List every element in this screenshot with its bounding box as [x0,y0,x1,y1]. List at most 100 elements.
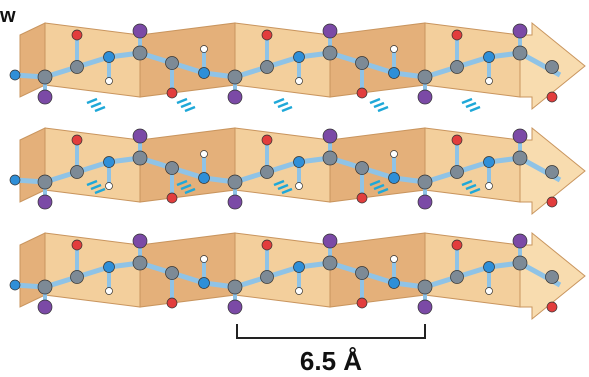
carbonyl-carbon [546,271,559,284]
hydrogen-bond [177,99,187,103]
oxygen [72,30,82,40]
pleat-panel [20,23,45,97]
hydrogen [296,288,303,295]
hydrogen-bond [374,103,384,107]
nitrogen [10,280,20,290]
hydrogen-bond [466,103,476,107]
carbonyl-carbon [261,61,274,74]
nitrogen [484,157,495,168]
oxygen [547,92,557,102]
hydrogen [106,288,113,295]
alpha-carbon [418,280,432,294]
oxygen [547,302,557,312]
alpha-carbon [228,70,242,84]
scale-label: 6.5 Å [300,346,362,376]
nitrogen [484,262,495,273]
pleat-panel [20,233,45,307]
nitrogen [294,262,305,273]
side-chain [38,90,52,104]
alpha-carbon [513,46,527,60]
alpha-carbon [38,280,52,294]
hydrogen [391,46,398,53]
carbonyl-carbon [451,61,464,74]
nitrogen [294,52,305,63]
strand [10,23,585,109]
carbonyl-carbon [356,267,369,280]
hydrogen-bond [181,103,191,107]
hydrogen-bond [278,103,288,107]
hydrogen-bond [370,99,380,103]
nitrogen [199,278,210,289]
carbonyl-carbon [356,57,369,70]
corner-label: w [0,5,16,27]
side-chain [418,195,432,209]
nitrogen [104,262,115,273]
hydrogen [296,183,303,190]
hydrogen-bond [462,99,472,103]
side-chain [38,300,52,314]
nitrogen [104,52,115,63]
beta-sheet-diagram: w 6.5 Å [0,0,589,377]
oxygen [262,240,272,250]
carbonyl-carbon [166,57,179,70]
carbonyl-carbon [261,166,274,179]
nitrogen [199,68,210,79]
hydrogen [106,183,113,190]
carbonyl-carbon [166,162,179,175]
oxygen [72,135,82,145]
pleat-panel [20,128,45,202]
alpha-carbon [133,151,147,165]
oxygen [167,193,177,203]
alpha-carbon [323,151,337,165]
carbonyl-carbon [451,271,464,284]
oxygen [72,240,82,250]
carbonyl-carbon [261,271,274,284]
nitrogen [199,173,210,184]
side-chain [418,300,432,314]
alpha-carbon [38,175,52,189]
scale-bracket [237,324,425,339]
hydrogen [201,256,208,263]
oxygen [452,30,462,40]
hydrogen [201,151,208,158]
hydrogen-bond [378,107,388,111]
alpha-carbon [418,175,432,189]
alpha-carbon [513,256,527,270]
alpha-carbon [323,256,337,270]
side-chain [133,234,147,248]
side-chain [38,195,52,209]
hydrogen-bond [95,107,105,111]
oxygen [262,135,272,145]
hydrogen [391,256,398,263]
side-chain [513,24,527,38]
side-chain [133,24,147,38]
hydrogen-bond [91,103,101,107]
side-chain [228,300,242,314]
oxygen [452,135,462,145]
hydrogen [486,78,493,85]
hydrogen-bond [87,99,97,103]
hydrogen-bond [274,99,284,103]
carbonyl-carbon [71,61,84,74]
hydrogen [486,183,493,190]
alpha-carbon [513,151,527,165]
nitrogen [389,278,400,289]
nitrogen [104,157,115,168]
side-chain [323,24,337,38]
oxygen [547,197,557,207]
hydrogen [391,151,398,158]
side-chain [323,234,337,248]
nitrogen [389,173,400,184]
alpha-carbon [133,256,147,270]
side-chain [513,129,527,143]
nitrogen [294,157,305,168]
side-chain [513,234,527,248]
hydrogen [486,288,493,295]
carbonyl-carbon [71,166,84,179]
oxygen [357,193,367,203]
alpha-carbon [228,280,242,294]
oxygen [357,88,367,98]
alpha-carbon [38,70,52,84]
hydrogen-bond [282,107,292,111]
carbonyl-carbon [546,61,559,74]
